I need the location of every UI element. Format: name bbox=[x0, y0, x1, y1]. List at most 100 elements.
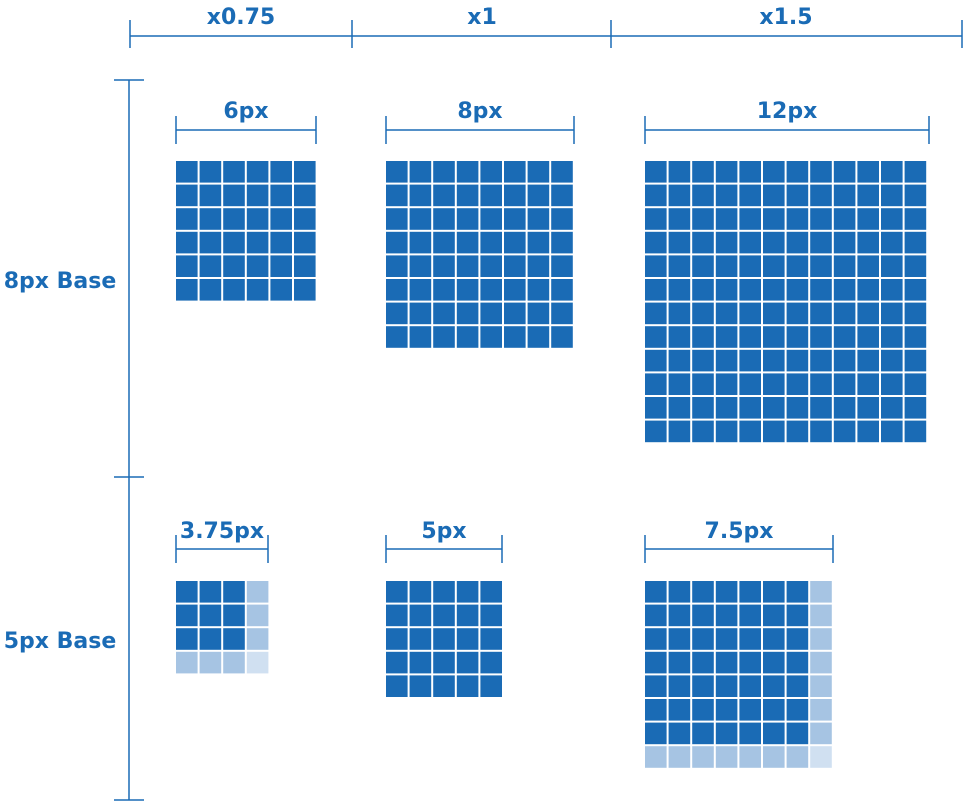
grid-cell-full bbox=[810, 397, 832, 419]
grid-cell-full bbox=[456, 675, 479, 697]
grid-cell-partial bbox=[810, 699, 832, 721]
grid-cell-full bbox=[833, 255, 856, 277]
grid-cell-full bbox=[668, 699, 691, 721]
grid-cell-full bbox=[386, 231, 408, 254]
grid-cell-full bbox=[199, 184, 222, 207]
grid-cell-full bbox=[223, 231, 245, 254]
grid-cell-full bbox=[810, 255, 832, 277]
grid-cell-full bbox=[409, 628, 432, 650]
grid-cell-full bbox=[763, 161, 785, 183]
grid-cell-full bbox=[668, 161, 691, 183]
grid-6px bbox=[176, 161, 316, 301]
size-label: 6px bbox=[223, 99, 268, 124]
grid-cell-full bbox=[456, 326, 479, 348]
grid-cell-full bbox=[456, 255, 479, 277]
grid-cell-full bbox=[199, 255, 222, 277]
grid-cell-full bbox=[668, 373, 691, 395]
grid-cell-full bbox=[881, 184, 903, 207]
grid-cell-full bbox=[409, 231, 432, 254]
grid-cell-full bbox=[857, 302, 879, 325]
grid-cell-partial bbox=[810, 581, 832, 603]
grid-cell-full bbox=[645, 373, 667, 395]
grid-cell-full bbox=[199, 628, 222, 650]
grid-cell-full bbox=[409, 208, 432, 230]
grid-cell-full bbox=[786, 231, 809, 254]
grid-cell-full bbox=[645, 722, 667, 745]
grid-cell-full bbox=[857, 208, 879, 230]
grid-cell-full bbox=[176, 628, 198, 650]
grid-cell-full bbox=[786, 604, 809, 627]
grid-cell-full bbox=[692, 604, 714, 627]
grid-cell-full bbox=[551, 231, 573, 254]
grid-cell-full bbox=[692, 699, 714, 721]
grid-cell-full bbox=[294, 231, 316, 254]
grid-cell-full bbox=[645, 651, 667, 674]
grid-cell-full bbox=[409, 279, 432, 301]
grid-cell-partial bbox=[692, 746, 714, 768]
grid-cell-full bbox=[223, 208, 245, 230]
grid-cell-full bbox=[786, 349, 809, 372]
grid-cell-full bbox=[480, 604, 502, 627]
grid-cell-full bbox=[199, 604, 222, 627]
grid-cell-full bbox=[386, 161, 408, 183]
grid-cell-full bbox=[199, 208, 222, 230]
grid-cell-full bbox=[715, 722, 738, 745]
grid-cell-full bbox=[504, 208, 526, 230]
grid-cell-full bbox=[715, 420, 738, 443]
grid-cell-full bbox=[763, 326, 785, 348]
grid-cell-partial bbox=[810, 675, 832, 697]
grid-5px bbox=[386, 581, 502, 697]
grid-cell-full bbox=[199, 231, 222, 254]
grid-cell-full bbox=[692, 326, 714, 348]
grid-cell-full bbox=[645, 326, 667, 348]
grid-cell-full bbox=[176, 255, 198, 277]
grid-cell-full bbox=[551, 184, 573, 207]
grid-cell-full bbox=[715, 373, 738, 395]
grid-cell-full bbox=[645, 581, 667, 603]
grid-cell-full bbox=[270, 255, 292, 277]
grid-cell-full bbox=[386, 208, 408, 230]
grid-cell-full bbox=[810, 161, 832, 183]
grid-cell-full bbox=[386, 628, 408, 650]
grid-cell-full bbox=[881, 349, 903, 372]
grid-cell-full bbox=[668, 651, 691, 674]
grid-cell-full bbox=[763, 279, 785, 301]
size-bracket-6px: 6px bbox=[175, 99, 317, 144]
grid-cell-full bbox=[199, 279, 222, 301]
grid-cell-full bbox=[739, 699, 761, 721]
grid-cell-full bbox=[433, 231, 455, 254]
grid-cell-full bbox=[386, 651, 408, 674]
grid-cell-full bbox=[294, 208, 316, 230]
grid-cell-full bbox=[715, 604, 738, 627]
size-label: 3.75px bbox=[180, 519, 264, 544]
grid-cell-full bbox=[480, 161, 502, 183]
grid-cell-full bbox=[692, 373, 714, 395]
grid-cell-full bbox=[786, 699, 809, 721]
grid-cell-full bbox=[786, 373, 809, 395]
grid-cell-full bbox=[433, 255, 455, 277]
grid-cell-full bbox=[668, 722, 691, 745]
grid-cell-full bbox=[504, 231, 526, 254]
grid-cell-full bbox=[504, 255, 526, 277]
grid-cell-full bbox=[904, 279, 927, 301]
grid-cell-full bbox=[409, 581, 432, 603]
grid-cell-full bbox=[433, 604, 455, 627]
grid-cell-full bbox=[810, 326, 832, 348]
grid-7.5px bbox=[645, 581, 832, 768]
size-bracket-5px: 5px bbox=[385, 519, 503, 563]
grid-cell-full bbox=[645, 184, 667, 207]
grid-cell-full bbox=[433, 675, 455, 697]
grid-cell-partial bbox=[810, 628, 832, 650]
grid-cell-full bbox=[739, 420, 761, 443]
grid-cell-full bbox=[223, 255, 245, 277]
grid-cell-full bbox=[176, 161, 198, 183]
grid-cell-full bbox=[409, 184, 432, 207]
grid-cell-full bbox=[551, 208, 573, 230]
grid-cell-full bbox=[833, 373, 856, 395]
grid-cell-full bbox=[480, 255, 502, 277]
row-label-5px-base: 5px Base bbox=[4, 629, 117, 654]
grid-cell-full bbox=[480, 184, 502, 207]
grid-cell-full bbox=[527, 208, 550, 230]
grid-cell-full bbox=[668, 231, 691, 254]
